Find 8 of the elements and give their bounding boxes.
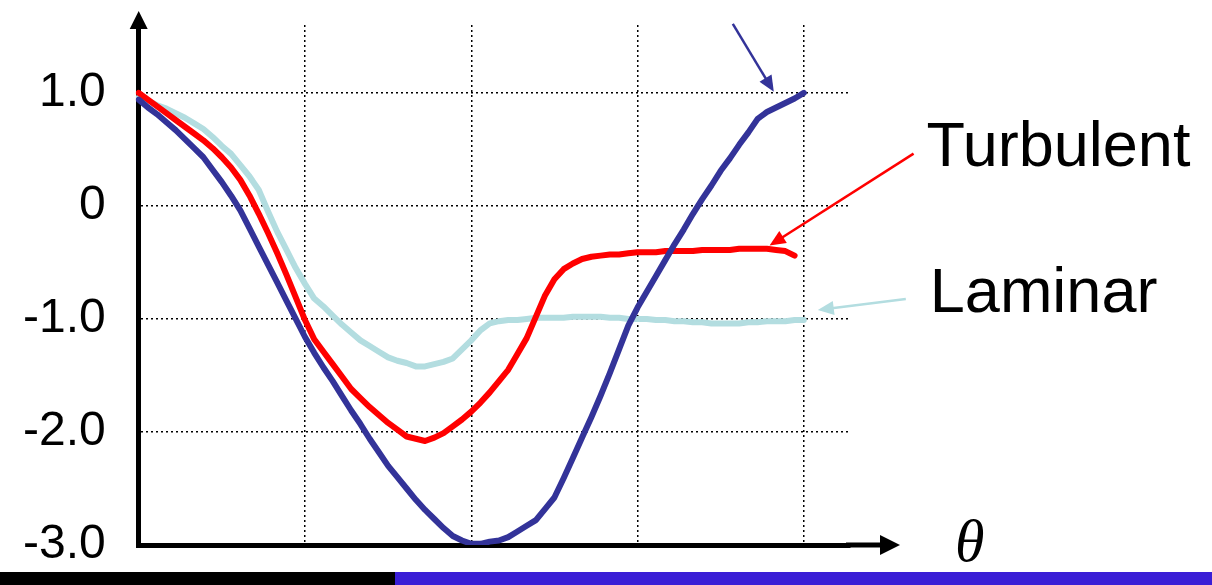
legend-label: Laminar: [929, 255, 1158, 326]
y-tick-label: -1.0: [22, 289, 106, 343]
y-tick-label: -3.0: [22, 515, 106, 569]
y-tick-label: 0: [79, 176, 106, 230]
y-tick-label: 1.0: [38, 63, 106, 117]
y-tick-label: -2.0: [22, 402, 106, 456]
x-axis-title: θ: [955, 507, 985, 574]
text: Turbulent: [926, 108, 1191, 179]
